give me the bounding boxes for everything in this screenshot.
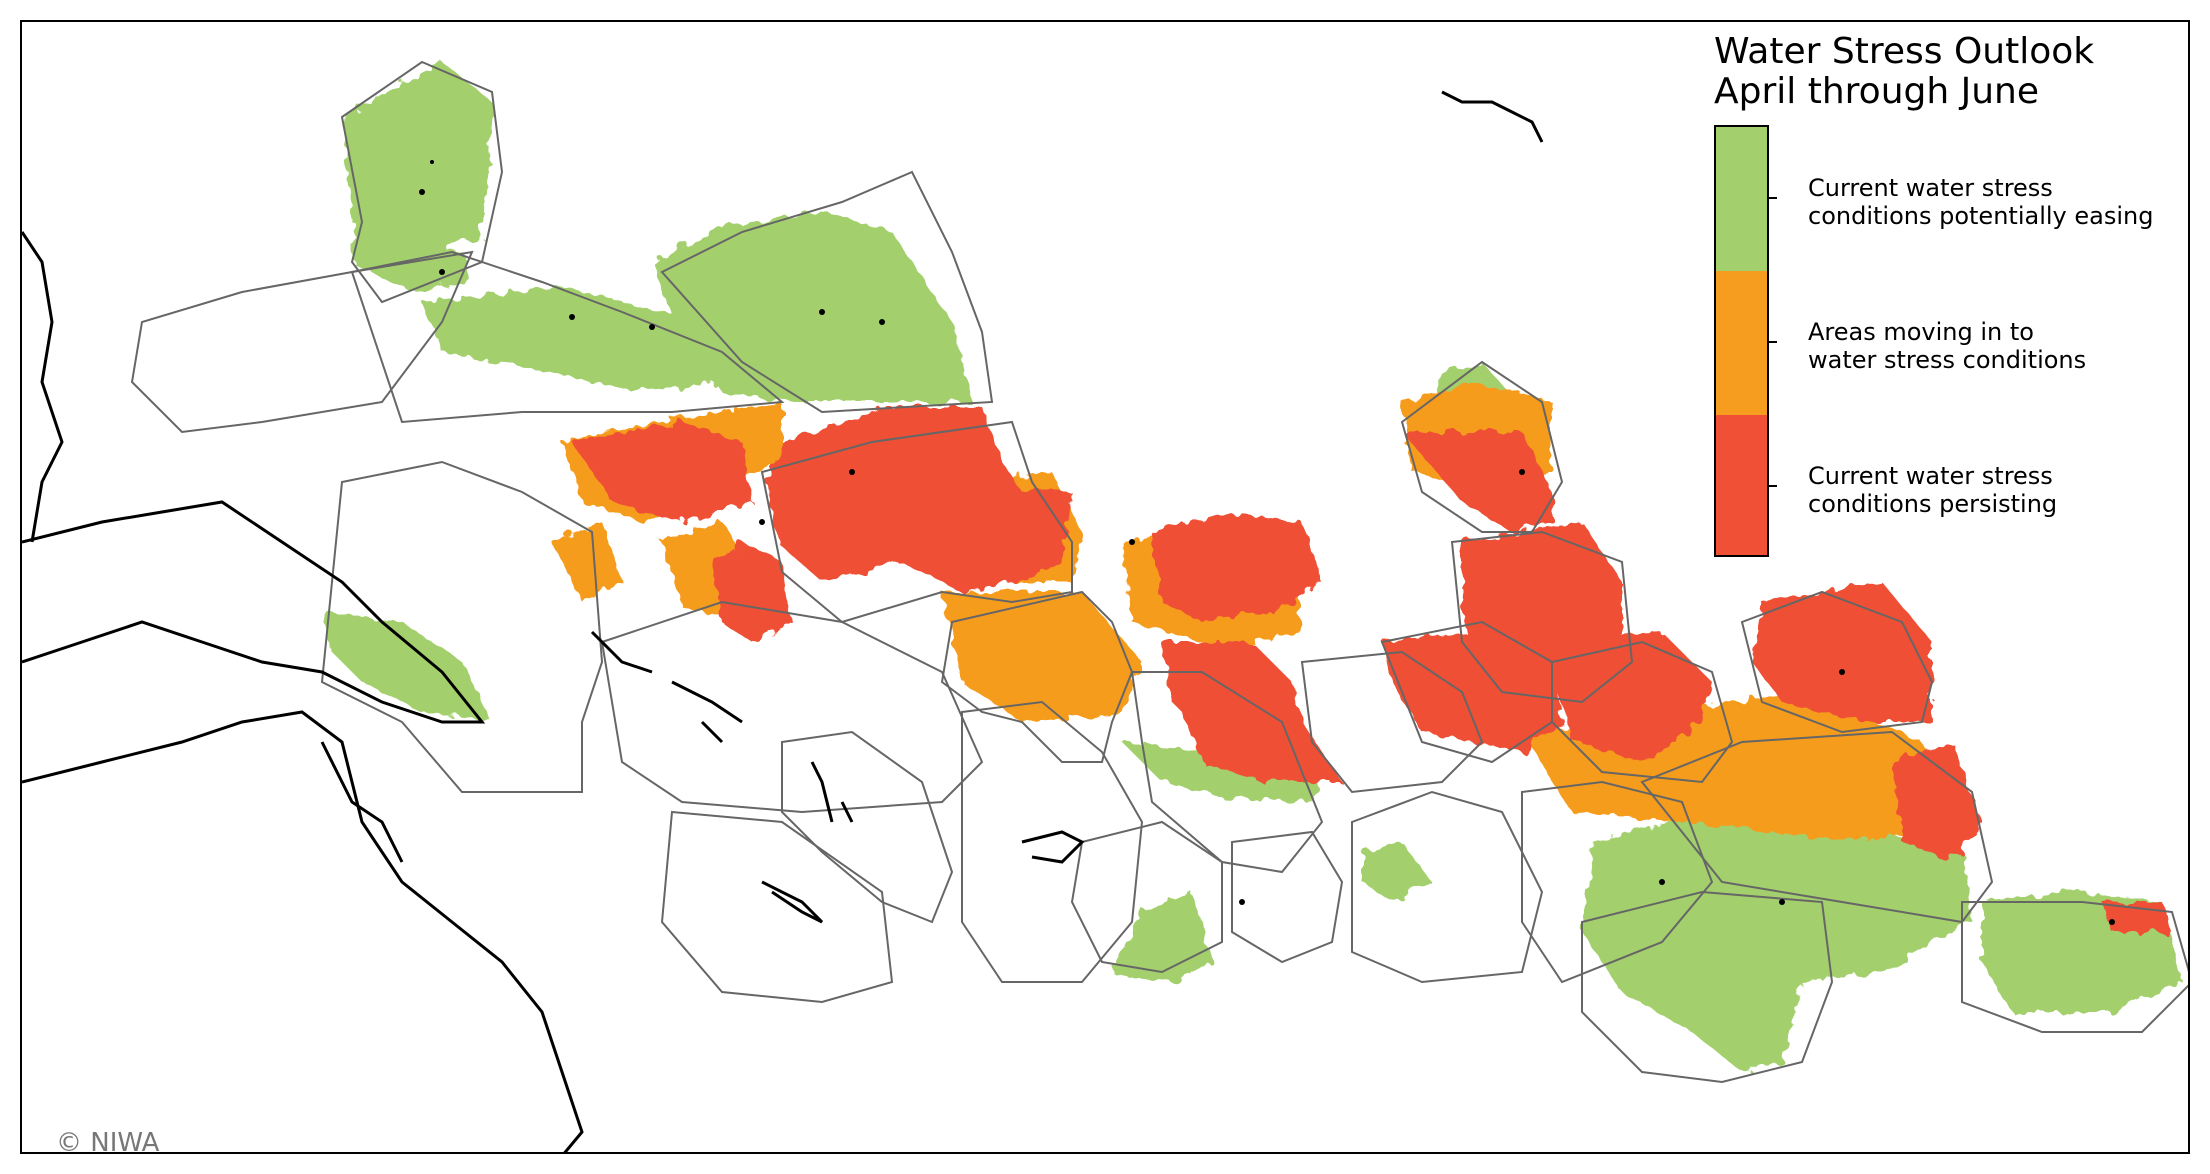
- persisting-region-line: [1402, 432, 1552, 532]
- easing-region-guam-north: [342, 62, 492, 252]
- easing-region-marshalls: [652, 212, 972, 402]
- legend-label-easing: Current water stress conditions potentia…: [1808, 174, 2154, 230]
- new-guinea-outline: [22, 500, 486, 724]
- zone-tuvalu: [1130, 671, 1324, 874]
- zone-tuamotu: [1640, 730, 1994, 924]
- legend-tick-persisting: [1769, 485, 1777, 487]
- easing-swatch: [1716, 127, 1767, 271]
- zone-png: [320, 460, 604, 793]
- zone-society: [1581, 890, 1834, 1084]
- legend-colorbar: [1714, 125, 1769, 557]
- island-kiritimati: [1519, 469, 1525, 475]
- persisting-region-samoa-band: [1182, 712, 1342, 782]
- legend-title: Water Stress Outlook April through June: [1714, 31, 2095, 112]
- easing-region-fsm-west: [422, 287, 722, 392]
- zone-cook-south: [1521, 780, 1714, 984]
- island-saipan: [430, 160, 434, 164]
- zone-line-north: [1400, 360, 1564, 533]
- persisting-region-wallis: [1162, 642, 1302, 732]
- zone-niue: [1351, 790, 1544, 984]
- legend-tick-moving-in: [1769, 341, 1777, 343]
- persisting-region-nauru-band: [572, 422, 752, 522]
- hawaii-islands: [1441, 90, 1544, 143]
- persisting-swatch: [1716, 415, 1767, 555]
- easing-region-png: [322, 612, 492, 722]
- copyright-text: © NIWA: [56, 1128, 160, 1154]
- zone-marshalls: [660, 170, 994, 414]
- zone-austral: [1961, 901, 2188, 1033]
- zone-fsm: [350, 250, 785, 424]
- zone-wallis: [1070, 820, 1223, 974]
- moving-in-region-tokelau: [942, 592, 1142, 722]
- easing-region-samoa: [1362, 842, 1432, 902]
- legend-tick-easing: [1769, 197, 1777, 199]
- island-majuro: [879, 319, 885, 325]
- island-funafuti: [1129, 539, 1135, 545]
- philippines-outline: [22, 231, 64, 543]
- vanuatu-islands: [810, 761, 854, 823]
- moving-in-swatch: [1716, 271, 1767, 415]
- australia-outline: [22, 710, 584, 1152]
- persisting-region-central: [1382, 632, 1562, 752]
- zone-fiji: [961, 700, 1144, 983]
- moving-in-region-fsm-east: [552, 522, 622, 602]
- island-pitcairn: [2109, 919, 2115, 925]
- zone-boundaries: [130, 60, 2188, 1084]
- persisting-region-tuamotu-east: [1892, 742, 1982, 862]
- island-apia: [1239, 899, 1245, 905]
- zone-line-south: [1450, 530, 1634, 704]
- zone-tokelau: [1300, 650, 1484, 794]
- zone-vanuatu: [781, 730, 954, 924]
- water-stress-map: [22, 60, 2188, 1152]
- persisting-region-east: [1542, 632, 1712, 762]
- persisting-region-kiritimati: [1462, 522, 1622, 662]
- zone-marquesas: [1740, 590, 1934, 734]
- persisting-region-tuvalu-north: [712, 542, 792, 642]
- persisting-region-pitcairn: [2102, 902, 2172, 932]
- zone-samoa: [1231, 830, 1344, 964]
- island-tahiti: [1779, 899, 1785, 905]
- persisting-regions: [572, 407, 2172, 932]
- new-caledonia: [761, 880, 824, 924]
- zone-nauru-kiribati-w: [760, 420, 1073, 624]
- island-tarawa: [849, 469, 855, 475]
- easing-region-tonga: [1112, 892, 1212, 982]
- zone-solomon: [600, 600, 984, 814]
- island-pohnpei: [569, 314, 575, 320]
- zone-new-caledonia: [660, 810, 894, 1004]
- easing-region-south-cooks: [1582, 812, 1972, 1072]
- persisting-region-howland: [1152, 512, 1322, 622]
- legend-label-moving-in: Areas moving in to water stress conditio…: [1808, 318, 2087, 374]
- island-rarotonga: [1659, 879, 1665, 885]
- zone-kiribati-c: [940, 590, 1134, 763]
- solomon-islands: [590, 630, 743, 744]
- australia-cape: [320, 741, 404, 863]
- fiji-islands: [1021, 830, 1085, 864]
- easing-region-fiji-edge: [1122, 742, 1322, 802]
- legend-label-persisting: Current water stress conditions persisti…: [1808, 462, 2058, 518]
- island-nauru: [759, 519, 765, 525]
- island-dots: [419, 160, 2115, 925]
- island-kwajalein: [819, 309, 825, 315]
- zone-palau-yap: [130, 250, 474, 434]
- map-frame: © NIWA: [20, 20, 2190, 1154]
- land-outlines: [22, 90, 1544, 1152]
- zone-cook-north: [1551, 640, 1734, 784]
- island-nuku-hiva: [1839, 669, 1845, 675]
- island-guam: [419, 189, 425, 195]
- island-chuuk: [439, 269, 445, 275]
- island-kosrae: [649, 324, 655, 330]
- persisting-region-gilberts: [767, 407, 1072, 592]
